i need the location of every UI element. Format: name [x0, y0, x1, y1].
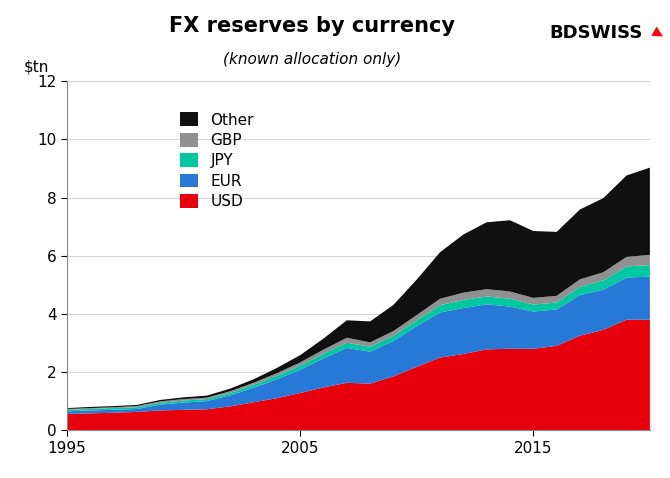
Legend: Other, GBP, JPY, EUR, USD: Other, GBP, JPY, EUR, USD [174, 106, 260, 215]
Text: BDSWISS: BDSWISS [550, 24, 643, 42]
Text: (known allocation only): (known allocation only) [222, 52, 401, 67]
Text: $tn: $tn [23, 59, 49, 74]
Text: FX reserves by currency: FX reserves by currency [169, 16, 455, 36]
Text: ▶: ▶ [650, 24, 666, 41]
